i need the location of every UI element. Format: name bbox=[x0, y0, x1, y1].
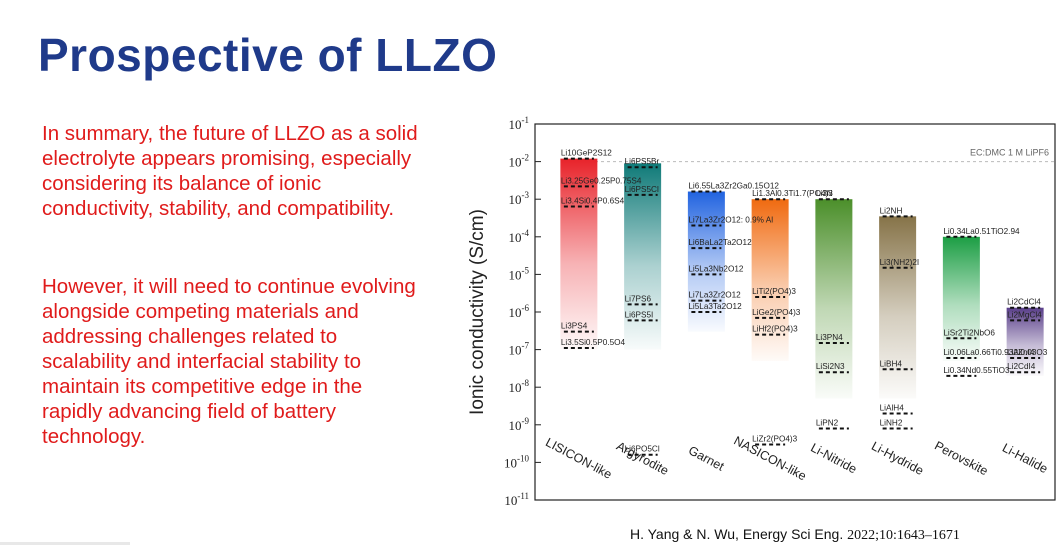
category-label: Li-Nitride bbox=[808, 441, 859, 477]
material-label: Li2CdCl4 bbox=[1007, 298, 1041, 307]
citation-reference: 2022;10:1643–1671 bbox=[847, 528, 960, 543]
material-label: Li2NH bbox=[880, 206, 903, 215]
material-label: Li3N bbox=[816, 189, 833, 198]
y-tick-label: 10-1 bbox=[509, 115, 530, 132]
material-label: Li2MgCl4 bbox=[1007, 310, 1042, 319]
material-label: Li6.55La3Zr2Ga0.15O12 bbox=[688, 182, 779, 191]
conductivity-chart: 10-11 10-10 10-9 10-8 10-7 10-6 10-5 10-4 10-3 10… bbox=[467, 115, 1056, 508]
y-tick-label: 10-9 bbox=[509, 416, 530, 433]
material-label: LiTi2(PO4)3 bbox=[752, 287, 796, 296]
material-label: Li6PS5Br bbox=[625, 157, 660, 166]
y-tick-label: 10-7 bbox=[509, 341, 530, 358]
material-label: Li6PO5Cl bbox=[625, 445, 660, 454]
material-label: Li0.34La0.51TiO2.94 bbox=[943, 227, 1020, 236]
category-label: Li-Hydride bbox=[869, 439, 926, 478]
range-bar-li-halide bbox=[1006, 307, 1044, 376]
footer-divider bbox=[0, 542, 130, 545]
material-label: Li7PS6 bbox=[625, 294, 652, 303]
material-label: LiSi2N3 bbox=[816, 362, 845, 371]
y-tick-label: 10-2 bbox=[509, 153, 530, 170]
material-label: Li1.3Al0.3Ti1.7(PO4)3 bbox=[752, 189, 833, 198]
summary-paragraph: In summary, the future of LLZO as a soli… bbox=[42, 122, 418, 220]
y-tick-label: 10-10 bbox=[504, 453, 529, 470]
reference-line-label: EC:DMC 1 M LiPF6 bbox=[970, 148, 1049, 158]
category-label: Li-Halide bbox=[1000, 441, 1050, 477]
range-bar-li-hydride bbox=[879, 216, 917, 399]
y-tick-label: 10-5 bbox=[509, 265, 530, 282]
range-bar-perovskite bbox=[942, 236, 980, 361]
slide-title: Prospective of LLZO bbox=[38, 29, 498, 81]
material-label: Li0.34Nd0.55TiO3 bbox=[943, 366, 1010, 375]
material-label: Li5La3Ta2O12 bbox=[688, 302, 742, 311]
material-label: LiBH4 bbox=[880, 359, 903, 368]
material-label: Li2ZnI4 bbox=[1007, 348, 1035, 357]
y-tick-label: 10-6 bbox=[509, 303, 530, 320]
range-bar-li-nitride bbox=[815, 199, 853, 399]
y-tick-label: 10-11 bbox=[504, 491, 529, 508]
material-label: Li3PS4 bbox=[561, 322, 588, 331]
material-label: Li3(NH2)2I bbox=[880, 258, 920, 267]
material-label: Li3PN4 bbox=[816, 333, 843, 342]
material-label: Li7La3Zr2O12 bbox=[688, 291, 741, 300]
material-label: Li0.06La0.66Ti0.93Al0.03O3 bbox=[943, 348, 1047, 357]
y-axis-label: Ionic conductivity (S/cm) bbox=[467, 209, 488, 415]
material-label: LiNH2 bbox=[880, 418, 903, 427]
y-tick-label: 10-4 bbox=[509, 228, 530, 245]
outlook-paragraph: However, it will need to continue evolvi… bbox=[42, 275, 416, 448]
citation-authors: H. Yang & N. Wu, Energy Sci Eng. bbox=[630, 526, 844, 542]
material-label: Li6BaLa2Ta2O12 bbox=[688, 238, 752, 247]
material-label: Li10GeP2S12 bbox=[561, 149, 612, 158]
material-label: LiGe2(PO4)3 bbox=[752, 308, 801, 317]
material-label: Li7La3Zr2O12: 0.9% Al bbox=[688, 215, 773, 224]
material-label: LiSr2Ti2NbO6 bbox=[943, 328, 995, 337]
y-tick-label: 10-3 bbox=[509, 190, 530, 207]
material-label: Li3.5Si0.5P0.5O4 bbox=[561, 338, 626, 347]
material-label: Li3.4Si0.4P0.6S4 bbox=[561, 196, 625, 205]
citation: H. Yang & N. Wu, Energy Sci Eng. 2022;10… bbox=[630, 526, 960, 544]
category-label: Garnet bbox=[686, 443, 727, 474]
material-label: Li6PS5I bbox=[625, 310, 654, 319]
material-label: Li3.25Ge0.25P0.75S4 bbox=[561, 176, 642, 185]
material-label: Li5La3Nb2O12 bbox=[688, 264, 744, 273]
range-bar-garnet bbox=[687, 191, 725, 332]
range-bar-lisicon-like bbox=[560, 158, 598, 350]
material-label: Li2CdI4 bbox=[1007, 362, 1036, 371]
category-label: Perovskite bbox=[932, 439, 990, 479]
material-label: LiAlH4 bbox=[880, 403, 905, 412]
material-label: LiZr2(PO4)3 bbox=[752, 434, 797, 443]
y-tick-label: 10-8 bbox=[509, 378, 530, 395]
category-label: LISICON-like bbox=[543, 435, 614, 482]
material-label: Li6PS5Cl bbox=[625, 185, 659, 194]
material-label: LiPN2 bbox=[816, 418, 839, 427]
material-label: LiHf2(PO4)3 bbox=[752, 325, 798, 334]
